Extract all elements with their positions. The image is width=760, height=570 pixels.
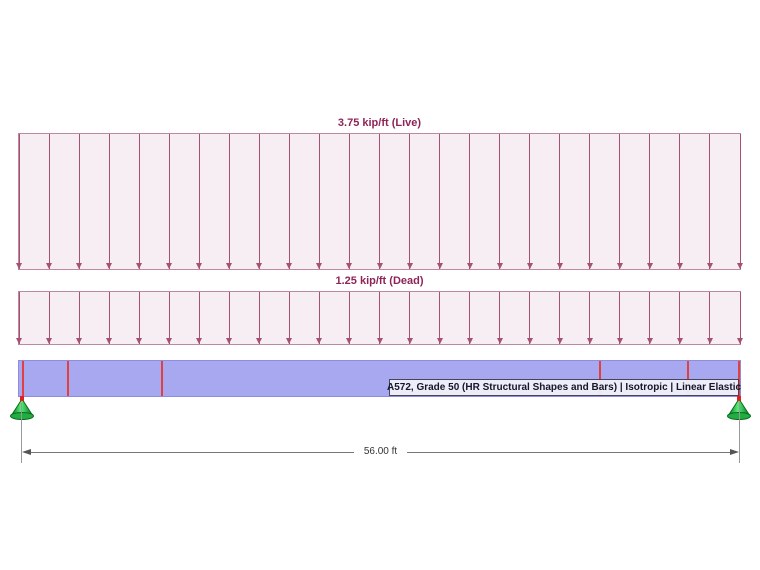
- load-arrow-icon: [196, 134, 203, 269]
- load-arrow-icon: [16, 292, 22, 344]
- load-arrow-icon: [436, 134, 443, 269]
- load-arrow-icon: [406, 134, 413, 269]
- dead-load-label: 1.25 kip/ft (Dead): [335, 275, 424, 287]
- dimension-line: 56.00 ft: [22, 445, 740, 459]
- load-arrow-icon: [256, 134, 263, 269]
- load-arrow-icon: [76, 134, 83, 269]
- load-arrow-icon: [376, 292, 383, 344]
- load-arrow-icon: [737, 292, 743, 344]
- load-arrow-icon: [286, 292, 293, 344]
- load-arrow-icon: [496, 292, 503, 344]
- load-arrow-icon: [256, 292, 263, 344]
- load-arrow-icon: [676, 134, 683, 269]
- node-marker: [599, 361, 601, 396]
- load-arrow-icon: [556, 292, 563, 344]
- node-marker: [161, 361, 163, 396]
- node-marker: [22, 361, 24, 396]
- load-arrow-icon: [46, 134, 53, 269]
- dimension-line-segment: [407, 451, 731, 453]
- material-label: A572, Grade 50 (HR Structural Shapes and…: [387, 379, 741, 396]
- node-marker: [67, 361, 69, 396]
- load-arrow-icon: [586, 134, 593, 269]
- load-arrow-icon: [706, 292, 713, 344]
- load-arrow-icon: [136, 134, 143, 269]
- load-arrow-icon: [376, 134, 383, 269]
- live-load-region[interactable]: [16, 133, 743, 270]
- load-arrow-icon: [196, 292, 203, 344]
- load-arrow-icon: [136, 292, 143, 344]
- load-arrow-icon: [16, 134, 22, 269]
- load-arrow-icon: [496, 134, 503, 269]
- dimension-arrow-left-icon: [22, 449, 31, 455]
- load-arrow-icon: [406, 292, 413, 344]
- load-arrow-icon: [526, 292, 533, 344]
- load-arrow-icon: [346, 134, 353, 269]
- load-arrow-icon: [106, 134, 113, 269]
- load-arrow-icon: [226, 134, 233, 269]
- load-arrow-icon: [286, 134, 293, 269]
- load-arrow-icon: [646, 134, 653, 269]
- dimension-label: 56.00 ft: [363, 446, 398, 457]
- load-arrow-icon: [586, 292, 593, 344]
- live-load-label: 3.75 kip/ft (Live): [337, 117, 422, 129]
- load-arrow-icon: [226, 292, 233, 344]
- load-arrow-icon: [346, 292, 353, 344]
- load-arrow-icon: [616, 134, 623, 269]
- load-arrow-icon: [316, 134, 323, 269]
- dimension-arrow-right-icon: [730, 449, 740, 455]
- load-arrow-icon: [616, 292, 623, 344]
- load-arrow-icon: [556, 134, 563, 269]
- dead-load-arrow-field: [16, 292, 743, 344]
- load-arrow-icon: [646, 292, 653, 344]
- load-arrow-icon: [466, 134, 473, 269]
- load-arrow-icon: [166, 292, 173, 344]
- load-arrow-icon: [46, 292, 53, 344]
- load-arrow-icon: [466, 292, 473, 344]
- load-arrow-icon: [737, 134, 743, 269]
- load-arrow-icon: [676, 292, 683, 344]
- load-arrow-icon: [76, 292, 83, 344]
- load-arrow-icon: [166, 134, 173, 269]
- beam-member[interactable]: [18, 360, 741, 397]
- load-arrow-icon: [706, 134, 713, 269]
- dimension-line-segment: [31, 451, 354, 453]
- node-marker: [687, 361, 689, 396]
- load-arrow-icon: [316, 292, 323, 344]
- load-arrow-icon: [436, 292, 443, 344]
- pin-support-left[interactable]: [8, 396, 36, 422]
- load-arrow-icon: [106, 292, 113, 344]
- load-arrow-icon: [526, 134, 533, 269]
- dead-load-region[interactable]: [16, 291, 743, 345]
- extension-line-right: [739, 403, 740, 463]
- live-load-arrow-field: [16, 134, 743, 269]
- node-marker: [738, 361, 740, 396]
- extension-line-left: [21, 403, 22, 463]
